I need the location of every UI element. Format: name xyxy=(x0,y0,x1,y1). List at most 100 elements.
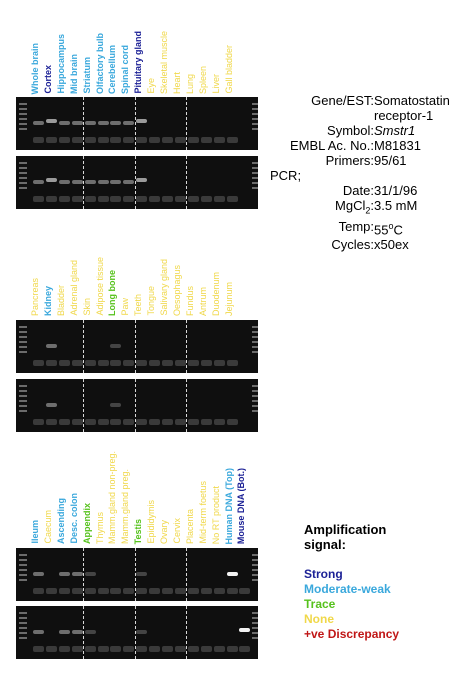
product-band xyxy=(110,121,122,125)
lane-label: Bladder xyxy=(55,284,66,316)
primer-band xyxy=(84,137,96,143)
ladder-band xyxy=(252,405,258,407)
ladder-band xyxy=(19,118,27,120)
primer-band xyxy=(162,196,173,202)
primer-band xyxy=(136,646,148,652)
primer-band xyxy=(84,360,96,366)
lane-divider xyxy=(186,320,188,373)
lane-label: Mouse DNA (Bot.) xyxy=(236,467,247,544)
ladder-band xyxy=(19,632,27,634)
lane-label: Spleen xyxy=(197,65,208,94)
info-row-gene-cont: receptor-1 xyxy=(374,108,434,123)
ladder-band xyxy=(19,351,27,353)
primer-band xyxy=(226,137,238,143)
ladder-band xyxy=(19,108,27,110)
lane-label: Paw xyxy=(120,298,131,316)
ladder-band xyxy=(252,569,258,571)
ladder-band xyxy=(252,336,258,338)
lane-label: Desc. colon xyxy=(68,493,79,544)
primer-band xyxy=(149,196,161,202)
lane-label: Mid-term foetus xyxy=(197,481,208,544)
product-band xyxy=(136,572,148,576)
primer-band xyxy=(162,137,173,143)
ladder-band xyxy=(19,182,27,184)
primer-band xyxy=(174,360,186,366)
ladder-band xyxy=(19,400,27,402)
ladder-band xyxy=(19,410,27,412)
primer-band xyxy=(239,588,251,594)
ladder-band xyxy=(19,617,27,619)
lane-divider xyxy=(134,548,136,601)
ladder-band xyxy=(252,559,258,561)
ladder-band xyxy=(252,410,258,412)
lane-label: Adrenal gland xyxy=(68,260,79,316)
product-band xyxy=(33,572,44,576)
ladder-band xyxy=(252,632,258,634)
primer-band xyxy=(123,646,135,652)
product-band xyxy=(45,178,57,182)
lane-label: Antrum xyxy=(197,286,208,316)
primer-band xyxy=(123,137,135,143)
gel-image-1a xyxy=(16,97,258,150)
primer-band xyxy=(71,646,83,652)
info-row-symbol: Symbol: Smstr1 xyxy=(327,123,416,138)
ladder-band xyxy=(19,385,27,387)
lane-label: Hippocampus xyxy=(55,34,66,94)
primer-band xyxy=(110,419,122,425)
product-band xyxy=(136,178,148,182)
primer-band xyxy=(136,588,148,594)
ladder-band xyxy=(19,128,27,130)
primer-band xyxy=(149,419,161,425)
primer-band xyxy=(187,646,199,652)
product-band xyxy=(97,180,109,184)
ladder-band xyxy=(252,331,258,333)
ladder-band xyxy=(252,167,258,169)
primer-band xyxy=(174,137,186,143)
info-row-date: Date: 31/1/96 xyxy=(342,183,418,198)
legend-item-trace: Trace xyxy=(304,597,336,611)
ladder-band xyxy=(19,177,27,179)
primer-band xyxy=(45,137,57,143)
primer-band xyxy=(97,360,109,366)
primer-band xyxy=(213,588,225,594)
primer-band xyxy=(71,419,83,425)
lane-label: Spinal cord xyxy=(120,44,131,94)
info-row-gene: Gene/EST: Somatostatin xyxy=(311,93,450,108)
primer-band xyxy=(226,419,238,425)
lane-divider xyxy=(83,156,85,209)
lane-label: Oesophagus xyxy=(171,264,182,316)
ladder-band xyxy=(252,351,258,353)
lane-divider xyxy=(186,156,188,209)
ladder-band xyxy=(19,113,27,115)
lane-divider xyxy=(134,156,136,209)
product-band xyxy=(71,572,83,576)
primer-band xyxy=(58,588,70,594)
primer-band xyxy=(58,419,70,425)
product-band xyxy=(58,121,70,125)
primer-band xyxy=(200,360,212,366)
ladder-band xyxy=(19,172,27,174)
lane-label: Eye xyxy=(146,78,157,94)
primer-band xyxy=(84,646,96,652)
ladder-band xyxy=(252,118,258,120)
ladder-band xyxy=(252,637,258,639)
lane-label: Caecum xyxy=(42,510,53,544)
primer-band xyxy=(58,196,70,202)
legend-item-strong: Strong xyxy=(304,567,343,581)
lane-labels-panel-3: Ileum Caecum Ascending Desc. colon Appendix T… xyxy=(16,451,272,544)
lane-divider xyxy=(83,548,85,601)
lane-label: Tongue xyxy=(146,286,157,316)
product-band xyxy=(45,403,57,407)
info-row-primers: Primers: 95/61 xyxy=(325,153,407,168)
lane-label: Striatum xyxy=(81,57,92,94)
ladder-band xyxy=(252,326,258,328)
product-band xyxy=(71,121,83,125)
lane-label: Long bone xyxy=(107,270,118,316)
ladder-band xyxy=(252,172,258,174)
primer-band xyxy=(213,360,225,366)
lane-label: Lung xyxy=(184,73,195,94)
lane-divider xyxy=(83,97,85,150)
lane-divider xyxy=(186,548,188,601)
ladder-band xyxy=(19,559,27,561)
primer-band xyxy=(33,419,44,425)
